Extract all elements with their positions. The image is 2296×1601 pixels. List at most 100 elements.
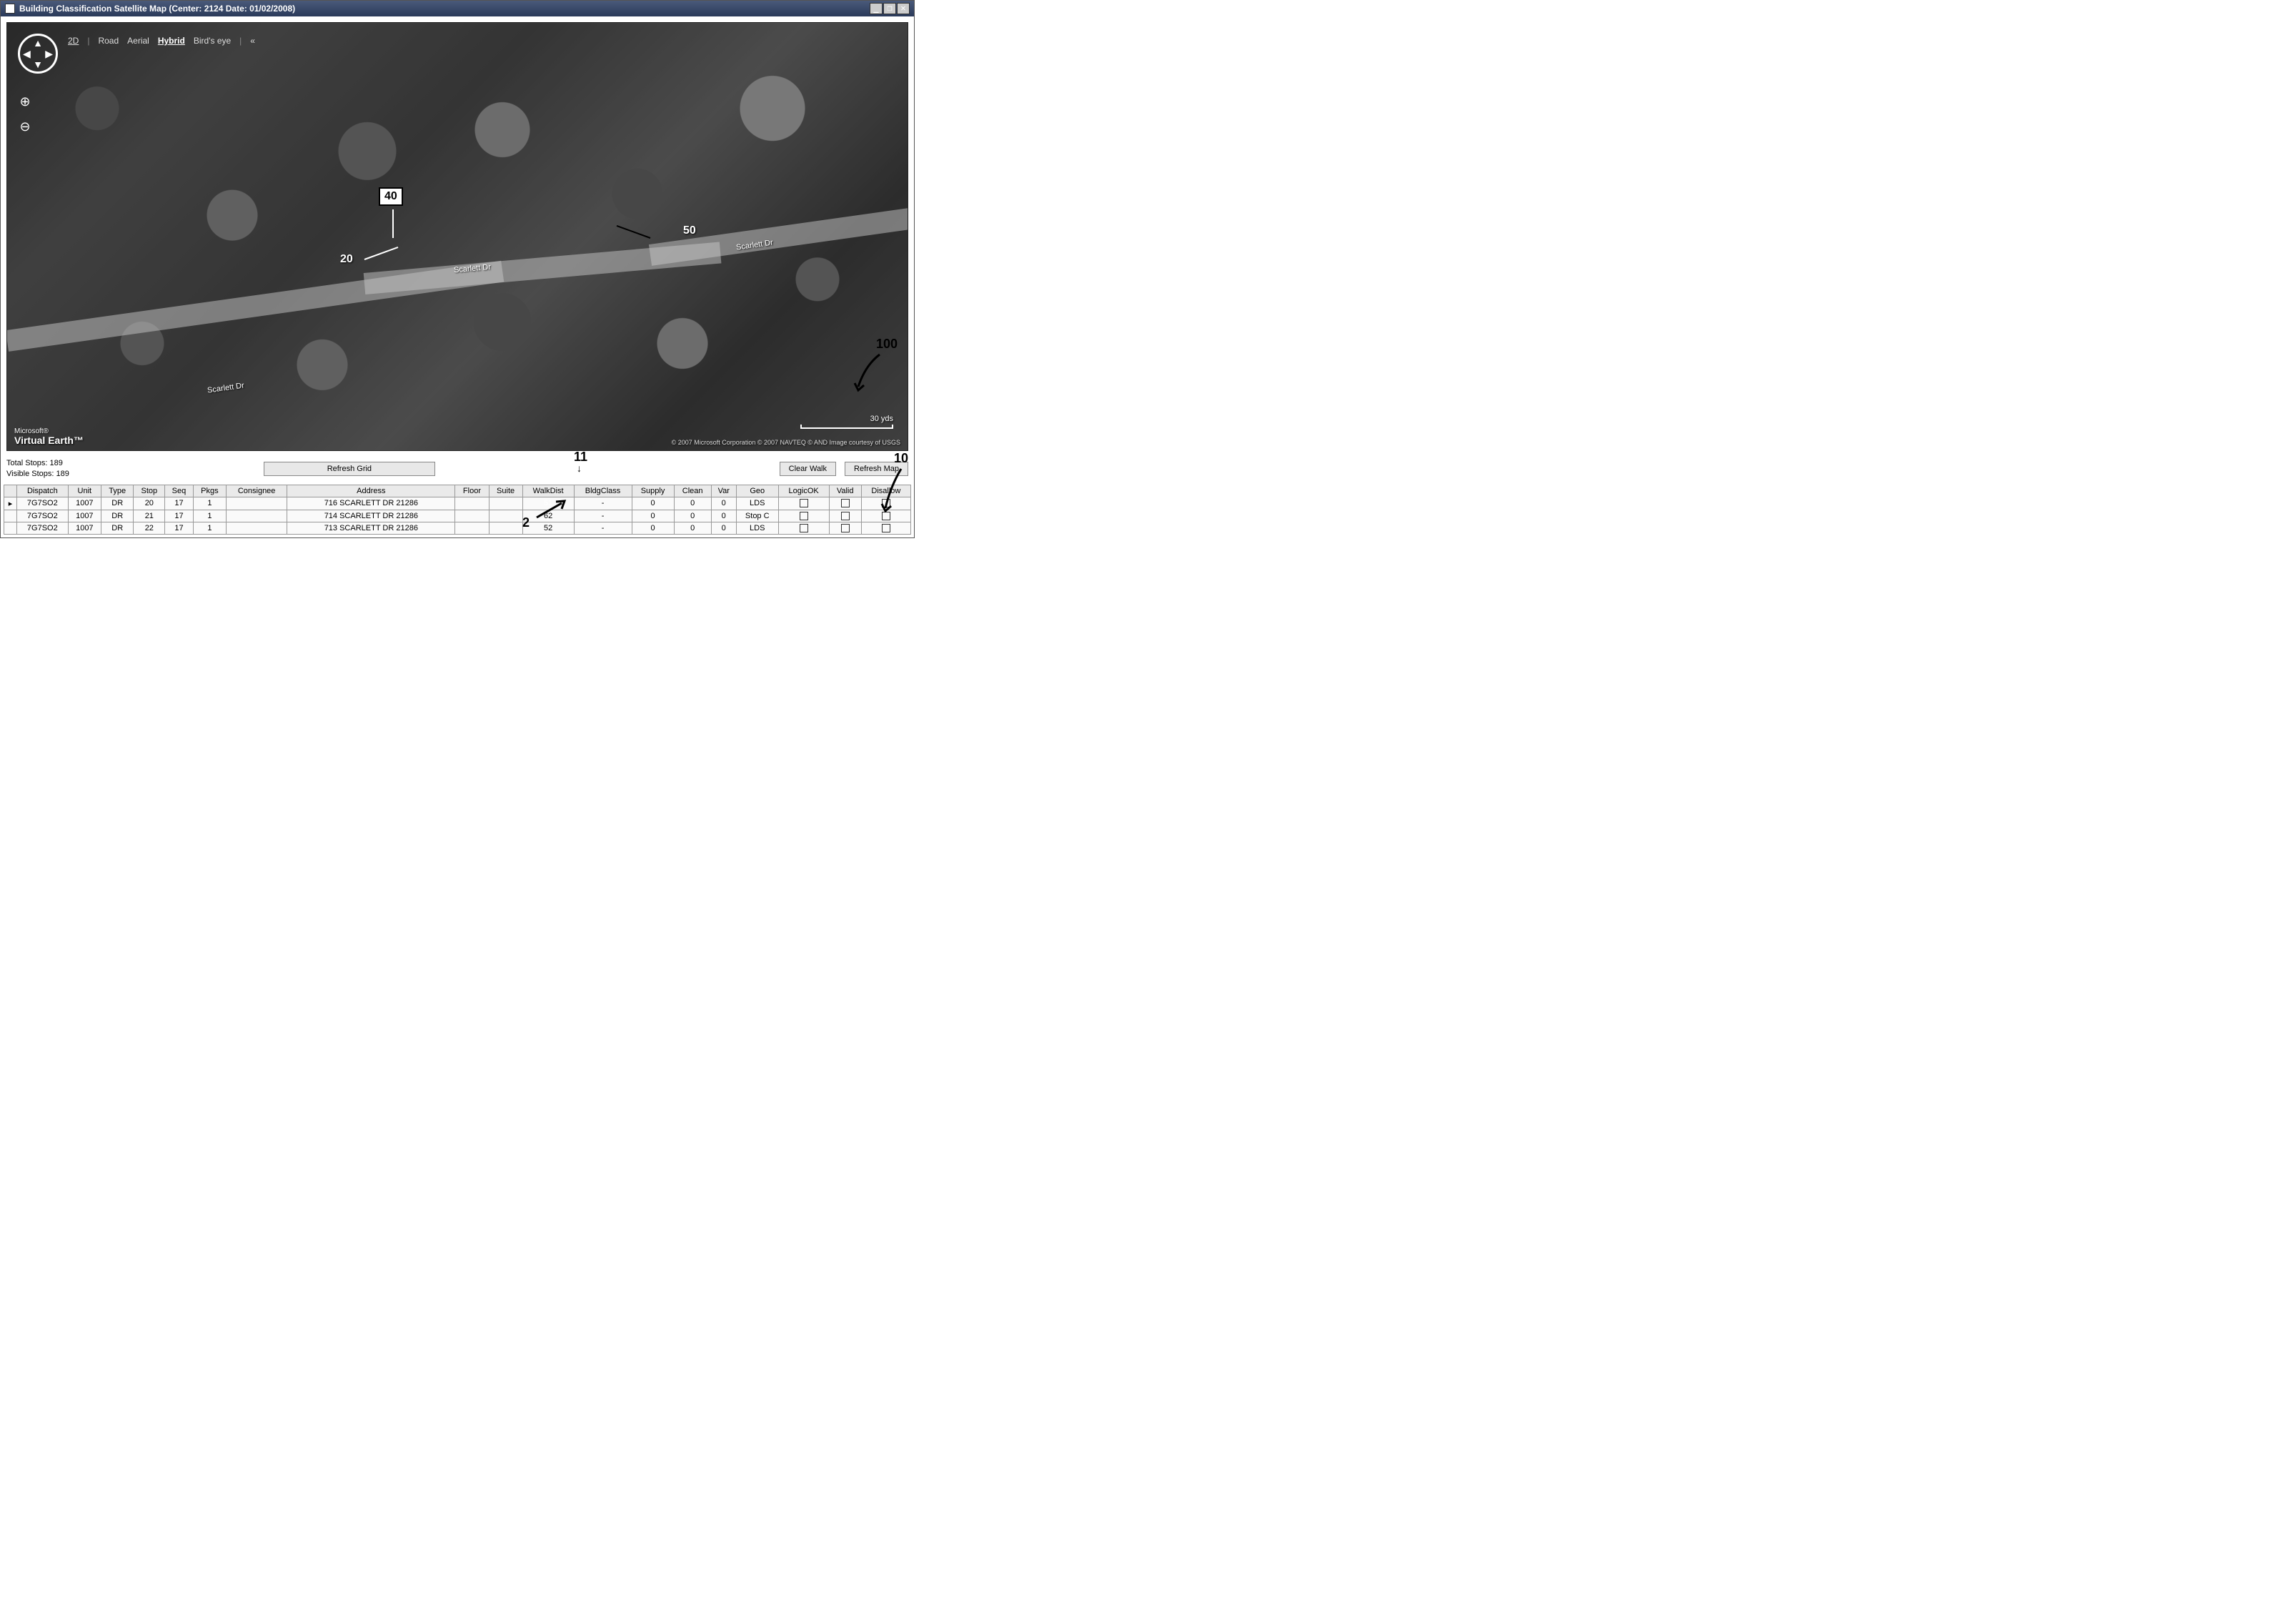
cell-geo[interactable]: Stop C xyxy=(736,510,778,522)
cell-floor[interactable] xyxy=(455,522,489,534)
col-unit[interactable]: Unit xyxy=(68,485,101,497)
view-mode-aerial[interactable]: Aerial xyxy=(127,36,149,46)
checkbox-icon[interactable] xyxy=(841,512,850,520)
pan-down-icon[interactable]: ▼ xyxy=(33,59,43,70)
cell-dispatch[interactable]: 7G7SO2 xyxy=(17,522,69,534)
cell-bldgclass[interactable]: - xyxy=(574,497,632,510)
close-button[interactable]: ✕ xyxy=(897,3,910,14)
cell-geo[interactable]: LDS xyxy=(736,497,778,510)
cell-pkgs[interactable]: 1 xyxy=(193,522,226,534)
cell-valid[interactable] xyxy=(829,497,861,510)
col-supply[interactable]: Supply xyxy=(632,485,674,497)
cell-seq[interactable]: 17 xyxy=(165,510,194,522)
cell-address[interactable]: 713 SCARLETT DR 21286 xyxy=(287,522,455,534)
view-mode-2d[interactable]: 2D xyxy=(68,36,79,46)
cell-stop[interactable]: 22 xyxy=(134,522,165,534)
cell-suite[interactable] xyxy=(489,522,522,534)
cell-seq[interactable]: 17 xyxy=(165,522,194,534)
col-clean[interactable]: Clean xyxy=(674,485,711,497)
table-row[interactable]: ▸7G7SO21007DR20171716 SCARLETT DR 212865… xyxy=(4,497,911,510)
cell-var[interactable]: 0 xyxy=(711,510,736,522)
cell-dispatch[interactable]: 7G7SO2 xyxy=(17,510,69,522)
cell-supply[interactable]: 0 xyxy=(632,510,674,522)
checkbox-icon[interactable] xyxy=(800,524,808,532)
col-seq[interactable]: Seq xyxy=(165,485,194,497)
cell-geo[interactable]: LDS xyxy=(736,522,778,534)
checkbox-icon[interactable] xyxy=(841,524,850,532)
cell-clean[interactable]: 0 xyxy=(674,522,711,534)
view-mode-birdseye[interactable]: Bird's eye xyxy=(194,36,231,46)
checkbox-icon[interactable] xyxy=(841,499,850,507)
cell-unit[interactable]: 1007 xyxy=(68,510,101,522)
zoom-out-icon[interactable]: ⊖ xyxy=(18,119,32,134)
cell-logicok[interactable] xyxy=(778,510,829,522)
cell-logicok[interactable] xyxy=(778,497,829,510)
table-row[interactable]: 7G7SO21007DR22171 713 SCARLETT DR 21286 52… xyxy=(4,522,911,534)
cell-valid[interactable] xyxy=(829,510,861,522)
pan-up-icon[interactable]: ▲ xyxy=(33,37,43,49)
col-dispatch[interactable]: Dispatch xyxy=(17,485,69,497)
col-logicok[interactable]: LogicOK xyxy=(778,485,829,497)
cell-unit[interactable]: 1007 xyxy=(68,497,101,510)
col-walkdist[interactable]: WalkDist xyxy=(522,485,574,497)
col-geo[interactable]: Geo xyxy=(736,485,778,497)
cell-suite[interactable] xyxy=(489,497,522,510)
cell-bldgclass[interactable]: - xyxy=(574,510,632,522)
col-address[interactable]: Address xyxy=(287,485,455,497)
cell-stop[interactable]: 20 xyxy=(134,497,165,510)
pan-left-icon[interactable]: ◀ xyxy=(23,48,31,60)
cell-var[interactable]: 0 xyxy=(711,497,736,510)
col-pkgs[interactable]: Pkgs xyxy=(193,485,226,497)
col-bldgclass[interactable]: BldgClass xyxy=(574,485,632,497)
table-row[interactable]: 7G7SO21007DR21171714 SCARLETT DR 2128662… xyxy=(4,510,911,522)
cell-pkgs[interactable]: 1 xyxy=(193,497,226,510)
zoom-in-icon[interactable]: ⊕ xyxy=(18,94,32,109)
map-viewport[interactable]: Scarlett Dr Scarlett Dr Scarlett Dr ▲ ▼ … xyxy=(6,22,908,451)
cell-address[interactable]: 716 SCARLETT DR 21286 xyxy=(287,497,455,510)
cell-consignee[interactable] xyxy=(227,510,287,522)
cell-dispatch[interactable]: 7G7SO2 xyxy=(17,497,69,510)
refresh-grid-button[interactable]: Refresh Grid xyxy=(264,462,435,476)
cell-clean[interactable]: 0 xyxy=(674,497,711,510)
pan-right-icon[interactable]: ▶ xyxy=(45,48,53,60)
collapse-toolbar-icon[interactable]: « xyxy=(250,36,255,46)
col-valid[interactable]: Valid xyxy=(829,485,861,497)
cell-type[interactable]: DR xyxy=(101,510,133,522)
cell-type[interactable]: DR xyxy=(101,522,133,534)
cell-seq[interactable]: 17 xyxy=(165,497,194,510)
cell-bldgclass[interactable]: - xyxy=(574,522,632,534)
col-consignee[interactable]: Consignee xyxy=(227,485,287,497)
col-stop[interactable]: Stop xyxy=(134,485,165,497)
col-var[interactable]: Var xyxy=(711,485,736,497)
clear-walk-button[interactable]: Clear Walk xyxy=(780,462,836,476)
cell-unit[interactable]: 1007 xyxy=(68,522,101,534)
col-type[interactable]: Type xyxy=(101,485,133,497)
cell-suite[interactable] xyxy=(489,510,522,522)
col-floor[interactable]: Floor xyxy=(455,485,489,497)
cell-walkdist[interactable]: 52 xyxy=(522,522,574,534)
cell-logicok[interactable] xyxy=(778,522,829,534)
cell-type[interactable]: DR xyxy=(101,497,133,510)
checkbox-icon[interactable] xyxy=(800,499,808,507)
cell-clean[interactable]: 0 xyxy=(674,510,711,522)
cell-pkgs[interactable]: 1 xyxy=(193,510,226,522)
row-handle[interactable] xyxy=(4,510,17,522)
row-handle[interactable]: ▸ xyxy=(4,497,17,510)
cell-floor[interactable] xyxy=(455,510,489,522)
view-mode-hybrid[interactable]: Hybrid xyxy=(158,36,185,46)
cell-disallow[interactable] xyxy=(861,522,910,534)
cell-stop[interactable]: 21 xyxy=(134,510,165,522)
cell-consignee[interactable] xyxy=(227,522,287,534)
restore-button[interactable]: ❐ xyxy=(883,3,896,14)
cell-supply[interactable]: 0 xyxy=(632,522,674,534)
cell-var[interactable]: 0 xyxy=(711,522,736,534)
cell-consignee[interactable] xyxy=(227,497,287,510)
minimize-button[interactable]: _ xyxy=(870,3,883,14)
checkbox-icon[interactable] xyxy=(800,512,808,520)
row-handle[interactable] xyxy=(4,522,17,534)
cell-address[interactable]: 714 SCARLETT DR 21286 xyxy=(287,510,455,522)
checkbox-icon[interactable] xyxy=(882,524,890,532)
view-mode-road[interactable]: Road xyxy=(98,36,119,46)
cell-valid[interactable] xyxy=(829,522,861,534)
col-suite[interactable]: Suite xyxy=(489,485,522,497)
